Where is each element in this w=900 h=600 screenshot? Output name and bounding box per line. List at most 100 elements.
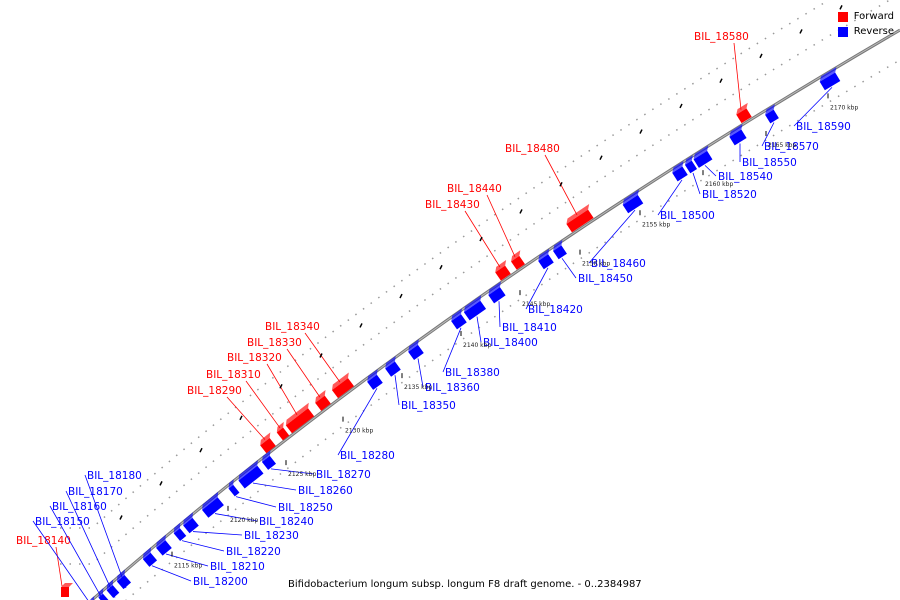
leader-BIL_18160 [49,505,104,600]
label-BIL_18180: BIL_18180 [87,470,142,482]
gene-BIL_18450-bevel [553,239,563,251]
gene-BIL_18450-body [553,245,567,260]
label-BIL_18440: BIL_18440 [447,183,502,195]
tick-label-4: 2150 kbp [582,261,610,268]
reverse-swatch [837,26,848,37]
gene-BIL_18200 [142,547,158,567]
tick-label-5: 2145 kbp [522,301,550,308]
gene-BIL_18160-bevel [98,588,104,598]
outer-mark [479,236,483,242]
outer-mark [319,353,323,358]
label-BIL_18520: BIL_18520 [702,189,757,201]
gene-BIL_18170 [106,579,120,598]
outer-mark [679,103,683,109]
gene-BIL_18320-body [285,408,315,434]
label-BIL_18590: BIL_18590 [796,121,851,133]
gene-BIL_18380-bevel [451,308,462,322]
gene-BIL_18360-bevel [408,339,419,352]
gene-BIL_18230 [183,512,199,534]
gene-BIL_18550-body [729,129,747,146]
gene-BIL_18240 [202,491,224,518]
leader-BIL_18220 [181,540,225,552]
gene-BIL_18330 [315,390,331,411]
gene-BIL_18210-body [156,540,172,556]
tick-label-7: 2135 kbp [404,384,432,391]
gene-BIL_18570 [765,104,779,124]
gene-BIL_18280-bevel [367,369,378,382]
leader-BIL_18520 [692,172,701,195]
gene-BIL_18550 [729,124,747,146]
gene-BIL_18310-body [276,427,290,441]
leader-BIL_18200 [151,565,192,582]
gene-BIL_18460-bevel [622,189,640,205]
gene-BIL_18430-bevel [495,260,507,273]
gene-BIL_18440-body [511,255,525,270]
gene-BIL_18500 [672,160,688,182]
label-BIL_18410: BIL_18410 [502,322,557,334]
tick-label-8: 2130 kbp [345,428,373,435]
label-BIL_18320: BIL_18320 [227,352,282,364]
gene-BIL_18310 [276,421,290,441]
leader-BIL_18150 [32,520,89,600]
gene-BIL_18570-bevel [765,104,775,115]
gene-BIL_18420 [538,248,554,270]
label-BIL_18150: BIL_18150 [35,516,90,528]
gene-BIL_18250-bevel [228,479,234,489]
label-BIL_18240: BIL_18240 [259,516,314,528]
forward-swatch [837,11,848,22]
label-BIL_18280: BIL_18280 [340,450,395,462]
gene-BIL_18480-bevel [566,204,590,225]
gene-BIL_18430 [495,260,511,281]
gene-BIL_18280 [367,369,383,390]
label-BIL_18170: BIL_18170 [68,486,123,498]
gene-BIL_18420-body [538,254,554,270]
leader-BIL_18310 [245,380,281,429]
genome-backbone [91,28,900,600]
leader-BIL_18320 [266,363,298,416]
gene-BIL_18400-body [463,300,487,321]
gene-BIL_18220 [173,522,187,542]
gene-BIL_18500-body [672,166,688,182]
gene-BIL_18270 [261,450,277,470]
leader-BIL_18170 [65,490,116,598]
label-BIL_18340: BIL_18340 [265,321,320,333]
label-BIL_18220: BIL_18220 [226,546,281,558]
outer-mark [159,481,163,486]
gene-BIL_18140 [61,583,73,597]
label-BIL_18210: BIL_18210 [210,561,265,573]
leader-BIL_18360 [417,358,424,388]
leader-BIL_18580 [733,42,742,110]
gene-BIL_18520-bevel [684,155,693,165]
gene-BIL_18580-body [736,108,752,124]
leader-BIL_18350 [394,375,400,406]
leader-BIL_18570 [761,122,775,147]
gene-BIL_18230-bevel [183,512,193,526]
label-BIL_18500: BIL_18500 [660,210,715,222]
outer-mark [199,447,203,453]
label-BIL_18460: BIL_18460 [591,258,646,270]
gene-BIL_18200-body [142,552,158,567]
tick-label-11: 2115 kbp [174,563,202,570]
outer-mark [559,181,563,187]
gene-BIL_18380 [451,308,467,330]
gene-BIL_18350 [385,355,401,377]
label-BIL_18430: BIL_18430 [425,199,480,211]
label-BIL_18290: BIL_18290 [187,385,242,397]
leader-BIL_18240 [214,513,258,522]
outer-mark [799,29,803,34]
gene-BIL_18200-bevel [142,547,152,560]
leader-BIL_18140 [55,546,63,587]
legend-forward: Forward [837,9,894,24]
gene-BIL_18210-bevel [156,534,166,549]
tick-label-2: 2160 kbp [705,181,733,188]
label-BIL_18270: BIL_18270 [316,469,371,481]
leader-BIL_18450 [561,258,577,279]
gene-BIL_18330-bevel [315,390,326,403]
gene-BIL_18320 [285,402,315,434]
outer-mark [399,293,403,299]
gene-BIL_18400-bevel [463,295,482,313]
gene-BIL_18260 [238,460,264,489]
outer-mark [639,129,643,134]
label-BIL_18570: BIL_18570 [764,141,819,153]
